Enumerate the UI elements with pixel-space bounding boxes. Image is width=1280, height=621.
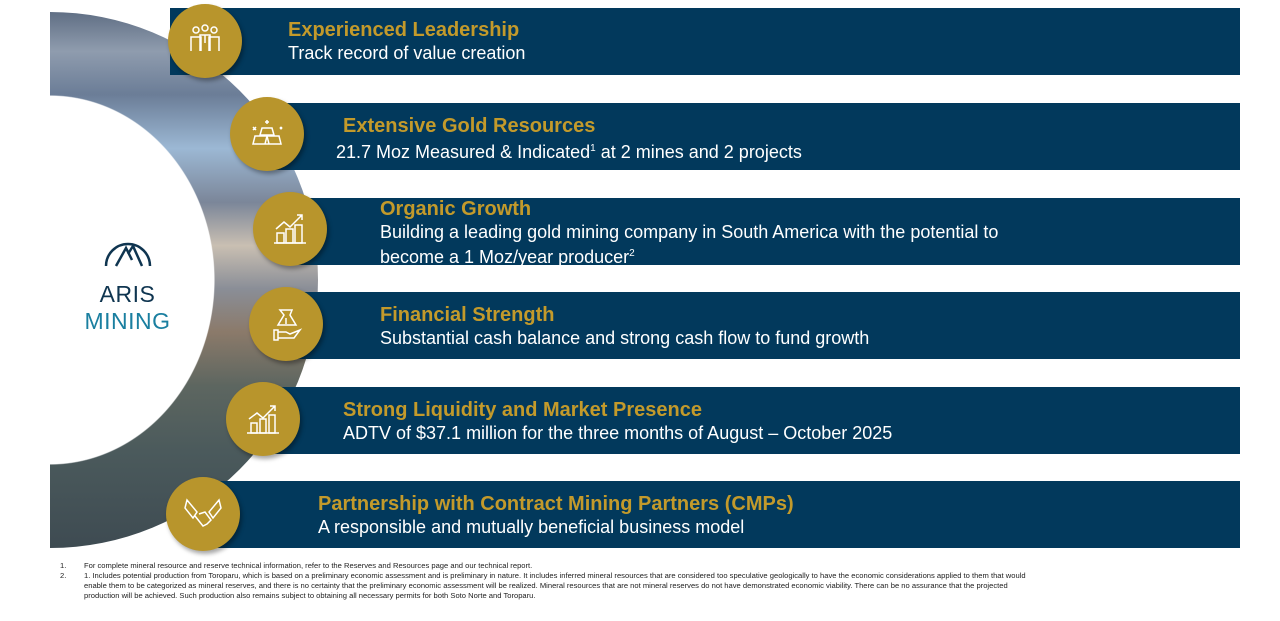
band-liquidity bbox=[265, 387, 1240, 454]
item-subtitle: 21.7 Moz Measured & Indicated1 at 2 mine… bbox=[336, 138, 1230, 163]
item-financial: Financial Strength Substantial cash bala… bbox=[380, 303, 1230, 349]
item-subtitle: A responsible and mutually beneficial bu… bbox=[318, 517, 745, 537]
footnote-2: 2. 1. Includes potential production from … bbox=[60, 571, 1040, 601]
footnote-1: 1. For complete mineral resource and rese… bbox=[60, 561, 1040, 571]
footnote-ref: 1 bbox=[590, 143, 596, 154]
item-subtitle: Building a leading gold mining company i… bbox=[380, 222, 999, 242]
footnote-text: For complete mineral resource and reserv… bbox=[84, 561, 533, 570]
subtitle-text: become a 1 Moz/year producer bbox=[380, 247, 630, 267]
logo-text-aris: ARIS bbox=[99, 281, 156, 307]
item-title: Organic Growth bbox=[380, 198, 532, 220]
item-growth: Organic Growth Building a leading gold m… bbox=[380, 197, 1230, 268]
logo-text-mining: MINING bbox=[84, 308, 171, 334]
band-partnership bbox=[205, 481, 1240, 548]
coins-growth-icon bbox=[253, 192, 327, 266]
subtitle-text: 21.7 Moz Measured & Indicated bbox=[336, 142, 591, 162]
item-subtitle: Substantial cash balance and strong cash… bbox=[380, 328, 870, 348]
item-leadership: Experienced Leadership Track record of v… bbox=[288, 18, 1230, 64]
band-leadership bbox=[170, 8, 1240, 75]
footnote-number: 2. bbox=[60, 571, 67, 580]
band-growth bbox=[295, 198, 1240, 265]
item-subtitle: Track record of value creation bbox=[288, 43, 526, 63]
leadership-team-icon bbox=[168, 4, 242, 78]
money-bag-hand-icon bbox=[249, 287, 323, 361]
footnote-ref: 2 bbox=[629, 248, 635, 259]
band-financial bbox=[290, 292, 1240, 359]
footnotes: 1. For complete mineral resource and rese… bbox=[60, 561, 1040, 601]
gold-bars-icon bbox=[230, 97, 304, 171]
item-title: Financial Strength bbox=[380, 304, 555, 326]
item-title: Strong Liquidity and Market Presence bbox=[343, 399, 702, 421]
item-subtitle-line2: become a 1 Moz/year producer2 bbox=[380, 243, 1230, 268]
item-title: Experienced Leadership bbox=[288, 19, 520, 41]
bar-chart-growth-icon bbox=[226, 382, 300, 456]
mountain-logo-icon bbox=[104, 242, 151, 267]
aris-mining-logo: ARIS MINING bbox=[55, 232, 200, 335]
handshake-icon bbox=[166, 477, 240, 551]
item-title: Partnership with Contract Mining Partner… bbox=[318, 493, 794, 515]
footnote-text: 1. Includes potential production from To… bbox=[84, 571, 1026, 600]
item-partnership: Partnership with Contract Mining Partner… bbox=[318, 492, 1230, 538]
item-title: Extensive Gold Resources bbox=[343, 115, 596, 137]
item-liquidity: Strong Liquidity and Market Presence ADT… bbox=[343, 398, 1230, 444]
item-subtitle: ADTV of $37.1 million for the three mont… bbox=[343, 423, 893, 443]
item-resources: Extensive Gold Resources 21.7 Moz Measur… bbox=[336, 114, 1230, 163]
band-resources bbox=[270, 103, 1240, 170]
footnote-number: 1. bbox=[60, 561, 67, 570]
subtitle-text-end: at 2 mines and 2 projects bbox=[595, 142, 802, 162]
